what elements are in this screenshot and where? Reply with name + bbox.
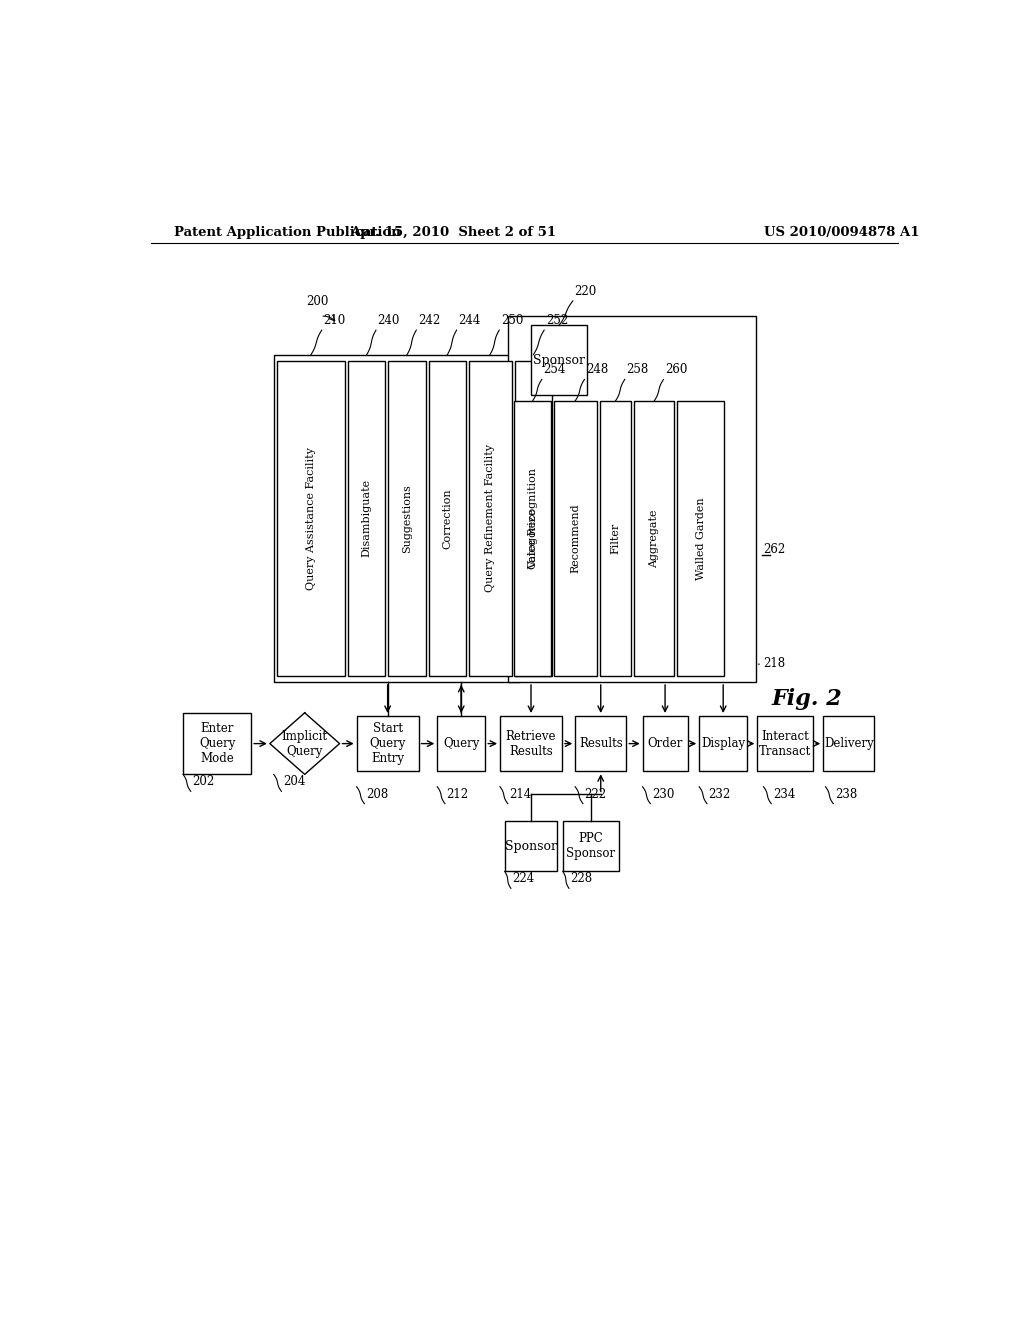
Text: Walled Garden: Walled Garden — [695, 498, 706, 579]
Text: Enter
Query
Mode: Enter Query Mode — [199, 722, 236, 766]
Text: 238: 238 — [835, 788, 857, 800]
Text: 252: 252 — [546, 314, 568, 327]
Bar — [514, 401, 551, 676]
Bar — [575, 715, 627, 771]
Text: Filter: Filter — [610, 523, 621, 554]
Bar — [500, 715, 562, 771]
Bar — [563, 821, 618, 871]
Text: 260: 260 — [665, 363, 687, 376]
Text: 254: 254 — [544, 363, 566, 376]
Text: 248: 248 — [586, 363, 608, 376]
Bar — [643, 715, 687, 771]
Bar — [699, 715, 748, 771]
Bar — [505, 821, 557, 871]
Text: 212: 212 — [446, 788, 469, 800]
Text: Disambiguate: Disambiguate — [361, 479, 372, 557]
Text: Implicit
Query: Implicit Query — [282, 730, 328, 758]
Bar — [554, 401, 597, 676]
Text: PPC
Sponsor: PPC Sponsor — [566, 833, 615, 861]
Text: 200: 200 — [306, 294, 329, 308]
Bar — [348, 360, 385, 676]
Text: Retrieve
Results: Retrieve Results — [506, 730, 556, 758]
Text: Sponsor: Sponsor — [505, 840, 557, 853]
Bar — [678, 401, 724, 676]
Text: 202: 202 — [193, 775, 215, 788]
Bar — [531, 326, 587, 395]
Text: Delivery: Delivery — [824, 737, 873, 750]
Bar — [823, 715, 874, 771]
Bar — [276, 360, 345, 676]
Text: Voice Recognition: Voice Recognition — [528, 467, 539, 569]
Bar — [273, 355, 520, 682]
Bar — [758, 715, 813, 771]
Text: US 2010/0094878 A1: US 2010/0094878 A1 — [764, 226, 919, 239]
Text: Recommend: Recommend — [570, 504, 581, 573]
Text: Apr. 15, 2010  Sheet 2 of 51: Apr. 15, 2010 Sheet 2 of 51 — [350, 226, 557, 239]
Text: 250: 250 — [501, 314, 523, 327]
Text: 218: 218 — [764, 656, 785, 669]
Text: Query Refinement Facility: Query Refinement Facility — [485, 445, 496, 593]
Text: Interact
Transact: Interact Transact — [759, 730, 811, 758]
Text: 224: 224 — [512, 873, 535, 886]
Bar — [634, 401, 675, 676]
Text: Fig. 2: Fig. 2 — [771, 688, 842, 710]
Text: 204: 204 — [283, 775, 305, 788]
Text: Patent Application Publication: Patent Application Publication — [174, 226, 401, 239]
Text: 222: 222 — [585, 788, 606, 800]
Text: 228: 228 — [570, 873, 593, 886]
Text: 220: 220 — [574, 285, 597, 298]
Bar — [429, 360, 466, 676]
Text: Query Assistance Facility: Query Assistance Facility — [306, 447, 315, 590]
Text: Sponsor: Sponsor — [532, 354, 585, 367]
Text: 244: 244 — [458, 314, 480, 327]
Text: Aggregate: Aggregate — [649, 510, 659, 568]
Text: Query: Query — [443, 737, 479, 750]
Text: Correction: Correction — [442, 488, 453, 549]
Bar — [469, 360, 512, 676]
Bar — [356, 715, 419, 771]
Text: 210: 210 — [324, 314, 345, 327]
Text: 240: 240 — [378, 314, 400, 327]
Text: 232: 232 — [709, 788, 731, 800]
Text: Categorize: Categorize — [527, 508, 538, 569]
Text: 234: 234 — [773, 788, 796, 800]
Text: 242: 242 — [418, 314, 440, 327]
Bar — [388, 360, 426, 676]
Text: Results: Results — [579, 737, 623, 750]
Text: 258: 258 — [627, 363, 648, 376]
Bar — [515, 360, 552, 676]
Text: Display: Display — [701, 737, 745, 750]
Text: 214: 214 — [509, 788, 531, 800]
Text: Start
Query
Entry: Start Query Entry — [370, 722, 406, 766]
Bar — [183, 713, 251, 775]
Text: 230: 230 — [652, 788, 674, 800]
Bar — [508, 317, 756, 682]
Text: Order: Order — [647, 737, 683, 750]
Text: 262: 262 — [764, 544, 785, 557]
Bar — [600, 401, 631, 676]
Bar — [437, 715, 485, 771]
Text: 208: 208 — [366, 788, 388, 800]
Text: Suggestions: Suggestions — [402, 484, 412, 553]
